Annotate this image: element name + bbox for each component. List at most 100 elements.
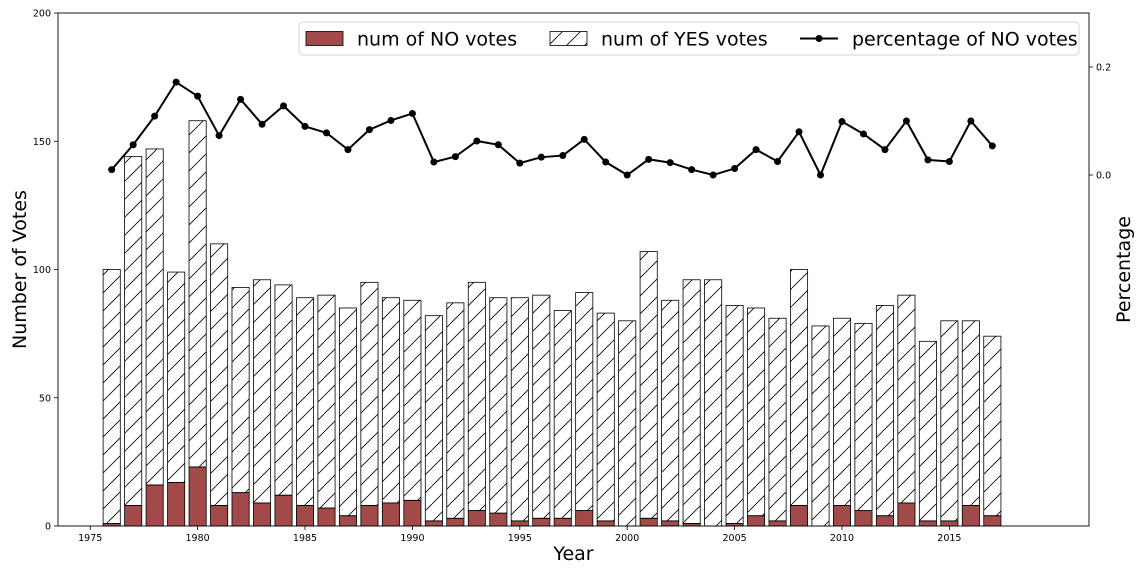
no-votes-bar [446, 517, 465, 527]
y2-axis-label: Percentage [1113, 216, 1135, 323]
axes-layer: 1975 1980 1985 1990 1995 2000 2005 2010 2015 0 50 1… [9, 9, 1135, 566]
yes-votes-bar [596, 312, 615, 522]
yes-votes-bar [875, 305, 894, 517]
percentage-point [301, 122, 309, 130]
y2-tick-label: 0.0 [1096, 171, 1111, 182]
percentage-point [666, 159, 674, 167]
yes-votes-bar [768, 317, 787, 522]
yes-votes-bar [704, 279, 723, 527]
percentage-point [752, 146, 760, 154]
percentage-point [258, 120, 266, 128]
percentage-point [151, 112, 159, 120]
percentage-point [344, 146, 352, 154]
percentage-point [408, 109, 416, 117]
no-votes-bar [854, 510, 873, 527]
percentage-point [108, 166, 116, 174]
x-tick-label: 1980 [186, 533, 210, 544]
y-tick-label: 100 [33, 265, 51, 276]
no-votes-bar [296, 505, 315, 527]
legend-label-pct: percentage of NO votes [852, 29, 1078, 51]
no-votes-bar [210, 505, 229, 527]
yes-votes-bar [618, 320, 637, 527]
percentage-point [623, 171, 631, 179]
percentage-point [237, 95, 245, 103]
percentage-point [580, 135, 588, 143]
no-votes-bar [188, 466, 207, 527]
percentage-point [924, 156, 932, 164]
percentage-point [602, 158, 610, 166]
no-votes-bar [897, 502, 916, 527]
yes-votes-bar [639, 251, 658, 519]
percentage-point [881, 146, 889, 154]
percentage-point [945, 158, 953, 165]
percentage-point [988, 142, 996, 150]
yes-votes-bar [188, 120, 207, 468]
no-votes-bar [983, 515, 1002, 527]
legend-swatch-yes [549, 31, 588, 46]
x-tick-label: 1985 [293, 533, 317, 544]
percentage-point [645, 155, 653, 163]
yes-votes-bar [747, 307, 766, 517]
yes-votes-bar [102, 269, 121, 524]
yes-votes-bar [403, 299, 422, 501]
yes-votes-bar [210, 243, 229, 506]
no-votes-bar [532, 517, 551, 527]
no-votes-bar [403, 499, 422, 527]
no-votes-bar [639, 517, 658, 527]
no-votes-bar [875, 515, 894, 527]
no-votes-bar [510, 520, 529, 527]
yes-votes-bar [575, 292, 594, 512]
legend-label-yes: num of YES votes [601, 29, 768, 51]
no-votes-bar [489, 512, 508, 527]
no-votes-bar [747, 515, 766, 527]
yes-votes-bar [446, 302, 465, 519]
yes-votes-bar [424, 315, 443, 522]
y2-tick-label: 0.2 [1096, 63, 1111, 74]
percentage-point [859, 130, 867, 138]
no-votes-bar [961, 505, 980, 527]
yes-votes-bar [961, 320, 980, 506]
yes-votes-bar [832, 317, 851, 506]
percentage-point [280, 102, 288, 110]
no-votes-bar [231, 492, 250, 527]
x-tick-label: 1995 [508, 533, 532, 544]
percentage-point [129, 141, 137, 149]
yes-votes-bar [124, 156, 143, 506]
no-votes-bar [317, 507, 336, 527]
percentage-point [537, 153, 545, 161]
yes-votes-bar [467, 281, 486, 512]
legend-swatch-no [305, 31, 344, 46]
percentage-point [795, 128, 803, 136]
no-votes-bar [381, 502, 400, 527]
yes-votes-bar [317, 294, 336, 509]
no-votes-bar [424, 520, 443, 527]
x-axis-label: Year [552, 543, 593, 565]
y-tick-label: 50 [39, 393, 51, 404]
x-tick-label: 2000 [615, 533, 639, 544]
percentage-point [516, 159, 524, 167]
yes-votes-bar [940, 320, 959, 522]
percentage-point [688, 166, 696, 174]
legend-label-no: num of NO votes [357, 29, 517, 51]
bars-layer [102, 120, 1002, 527]
no-votes-bar [253, 502, 272, 527]
no-votes-bar [274, 494, 293, 527]
percentage-point [838, 118, 846, 126]
percentage-point [817, 171, 825, 179]
yes-votes-bar [811, 325, 830, 527]
yes-votes-bar [274, 284, 293, 496]
no-votes-bar [596, 520, 615, 527]
yes-votes-bar [360, 281, 379, 506]
no-votes-bar [661, 520, 680, 527]
percentage-point [194, 92, 202, 100]
percentage-point [430, 158, 438, 166]
no-votes-bar [940, 520, 959, 527]
percentage-point [172, 78, 180, 86]
line-layer [108, 78, 996, 179]
percentage-point [365, 126, 373, 134]
percentage-point [731, 165, 739, 173]
percentage-point [451, 153, 459, 161]
yes-votes-bar [231, 287, 250, 494]
